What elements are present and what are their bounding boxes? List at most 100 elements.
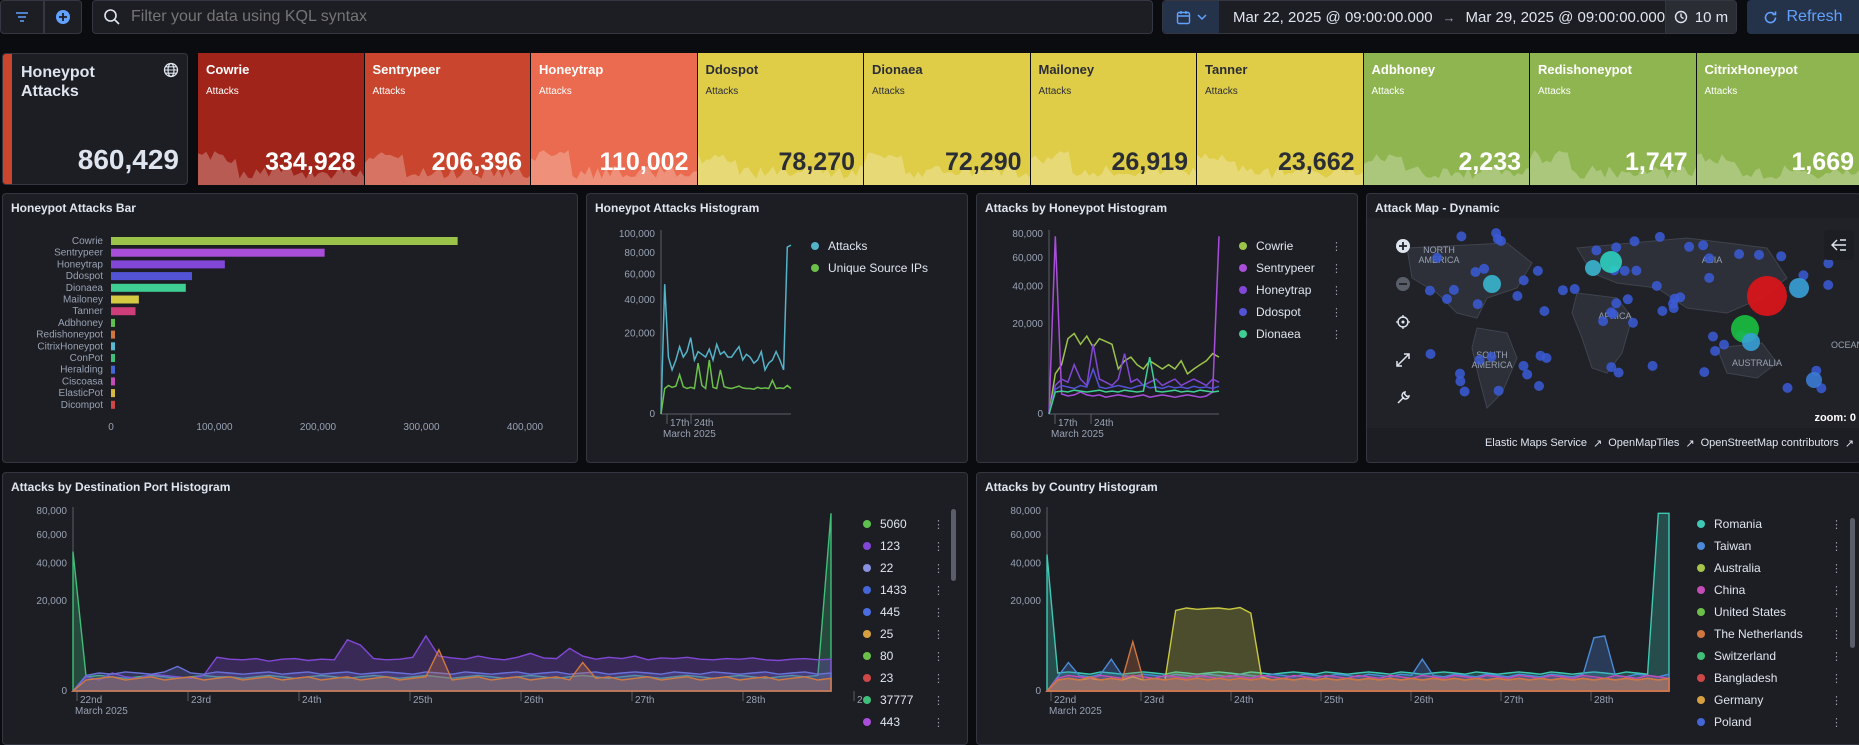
- attack-hotspot[interactable]: [1789, 278, 1809, 298]
- legend-scrollbar[interactable]: [951, 509, 956, 581]
- attack-point[interactable]: [1823, 280, 1834, 290]
- zoom-in-button[interactable]: [1387, 230, 1419, 262]
- legend-more-icon[interactable]: ⋮: [933, 695, 944, 707]
- attack-point[interactable]: [1613, 367, 1624, 378]
- attack-point[interactable]: [1622, 294, 1633, 305]
- attack-point[interactable]: [1486, 351, 1497, 362]
- bar-honeytrap[interactable]: [111, 260, 225, 269]
- legend-more-icon[interactable]: ⋮: [1831, 519, 1842, 531]
- attack-point[interactable]: [1798, 270, 1809, 281]
- attack-hotspot[interactable]: [1483, 275, 1501, 293]
- refresh-button[interactable]: Refresh: [1747, 0, 1859, 34]
- legend-item[interactable]: Poland: [1697, 715, 1751, 729]
- series-cowrie[interactable]: [1048, 332, 1220, 415]
- tools-button[interactable]: [1387, 382, 1419, 414]
- legend-item[interactable]: 1433: [863, 583, 907, 597]
- attack-point[interactable]: [1698, 240, 1709, 251]
- legend-more-icon[interactable]: ⋮: [933, 607, 944, 619]
- attack-point[interactable]: [1493, 385, 1504, 396]
- legend-item[interactable]: Germany: [1697, 693, 1763, 707]
- end-date[interactable]: Mar 29, 2025 @ 09:00:00.000: [1465, 8, 1666, 26]
- legend-more-icon[interactable]: ⋮: [1331, 307, 1342, 319]
- series-romania[interactable]: [1046, 512, 1670, 692]
- globe-icon[interactable]: [163, 62, 179, 78]
- attack-point[interactable]: [1425, 349, 1436, 359]
- tile-honeytrap[interactable]: Honeytrap Attacks 110,002: [531, 53, 697, 185]
- legend-more-icon[interactable]: ⋮: [933, 585, 944, 597]
- attack-point[interactable]: [1598, 316, 1609, 327]
- attack-point[interactable]: [1719, 339, 1729, 350]
- legend-more-icon[interactable]: ⋮: [1331, 285, 1342, 297]
- tile-dionaea[interactable]: Dionaea Attacks 72,290: [864, 53, 1030, 185]
- legend-more-icon[interactable]: ⋮: [1331, 241, 1342, 253]
- attack-point[interactable]: [1534, 381, 1544, 391]
- legend-item[interactable]: 5060: [863, 517, 907, 531]
- legend-more-icon[interactable]: ⋮: [1831, 629, 1842, 641]
- attack-point[interactable]: [1442, 294, 1452, 304]
- attack-point[interactable]: [1710, 346, 1721, 356]
- attack-point[interactable]: [1699, 367, 1710, 378]
- tile-sentrypeer[interactable]: Sentrypeer Attacks 206,396: [364, 53, 530, 185]
- zoom-out-button[interactable]: [1387, 268, 1419, 300]
- legend-more-icon[interactable]: ⋮: [933, 717, 944, 729]
- legend-item[interactable]: 23: [863, 671, 893, 685]
- attack-point[interactable]: [1611, 298, 1622, 309]
- bar-dicompot[interactable]: [111, 400, 115, 409]
- attack-point[interactable]: [1606, 362, 1617, 373]
- attack-hotspot[interactable]: [1742, 333, 1760, 351]
- legend-more-icon[interactable]: ⋮: [1831, 695, 1842, 707]
- attack-point[interactable]: [1704, 272, 1715, 283]
- legend-item[interactable]: Bangladesh: [1697, 671, 1777, 685]
- attack-point[interactable]: [1491, 228, 1502, 239]
- attack-point[interactable]: [1647, 360, 1658, 371]
- attack-point[interactable]: [1776, 251, 1787, 262]
- legend-item[interactable]: Dionaea: [1239, 327, 1301, 341]
- legend-more-icon[interactable]: ⋮: [1331, 329, 1342, 341]
- tile-citrixhoneypot[interactable]: CitrixHoneypot Attacks 1,669: [1696, 53, 1859, 185]
- legend-item[interactable]: 37777: [863, 693, 913, 707]
- attack-point[interactable]: [1557, 285, 1568, 296]
- bar-conpot[interactable]: [111, 354, 115, 362]
- legend-item[interactable]: Cowrie: [1239, 239, 1293, 253]
- series-ddospot[interactable]: [1048, 366, 1220, 415]
- attack-point[interactable]: [1472, 299, 1483, 310]
- attack-point[interactable]: [1535, 350, 1546, 361]
- bar-ciscoasa[interactable]: [111, 377, 115, 386]
- bar-heralding[interactable]: [111, 365, 115, 374]
- bar-redishoneypot[interactable]: [111, 330, 115, 339]
- legend-item[interactable]: 22: [863, 561, 893, 575]
- bar-ddospot[interactable]: [111, 272, 193, 281]
- attack-point[interactable]: [1518, 275, 1529, 286]
- legend-item[interactable]: Honeytrap: [1239, 283, 1311, 297]
- bar-cowrie[interactable]: [111, 237, 458, 245]
- attack-point[interactable]: [1782, 382, 1793, 393]
- attack-point[interactable]: [1629, 236, 1640, 247]
- bar-citrixhoneypot[interactable]: [111, 342, 115, 351]
- attack-point[interactable]: [1675, 292, 1686, 303]
- attack-point[interactable]: [1668, 303, 1679, 314]
- attack-point[interactable]: [1512, 291, 1523, 301]
- attribution-openstreetmap[interactable]: OpenStreetMap contributors: [1700, 437, 1839, 449]
- attack-point[interactable]: [1631, 265, 1642, 276]
- legend-more-icon[interactable]: ⋮: [1831, 673, 1842, 685]
- add-filter-button[interactable]: [44, 0, 82, 34]
- bar-dionaea[interactable]: [111, 283, 186, 292]
- bar-mailoney[interactable]: [111, 295, 139, 304]
- attack-point[interactable]: [1474, 354, 1485, 365]
- start-date[interactable]: Mar 22, 2025 @ 09:00:00.000: [1233, 8, 1433, 26]
- attack-point[interactable]: [1455, 376, 1466, 387]
- attribution-openmaptiles[interactable]: OpenMapTiles: [1608, 437, 1680, 449]
- legend-item[interactable]: The Netherlands: [1697, 627, 1803, 641]
- attack-point[interactable]: [1522, 369, 1533, 380]
- attack-point[interactable]: [1611, 242, 1622, 253]
- attack-point[interactable]: [1628, 317, 1638, 328]
- legend-scrollbar[interactable]: [1850, 518, 1855, 648]
- attack-point[interactable]: [1532, 265, 1543, 276]
- tile-tanner[interactable]: Tanner Attacks 23,662: [1197, 53, 1363, 185]
- attack-point[interactable]: [1479, 263, 1490, 274]
- legend-item[interactable]: 445: [863, 605, 900, 619]
- legend-item[interactable]: 80: [863, 649, 893, 663]
- legend-more-icon[interactable]: ⋮: [1831, 585, 1842, 597]
- legend-more-icon[interactable]: ⋮: [1831, 563, 1842, 575]
- series-dionaea[interactable]: [1048, 356, 1220, 415]
